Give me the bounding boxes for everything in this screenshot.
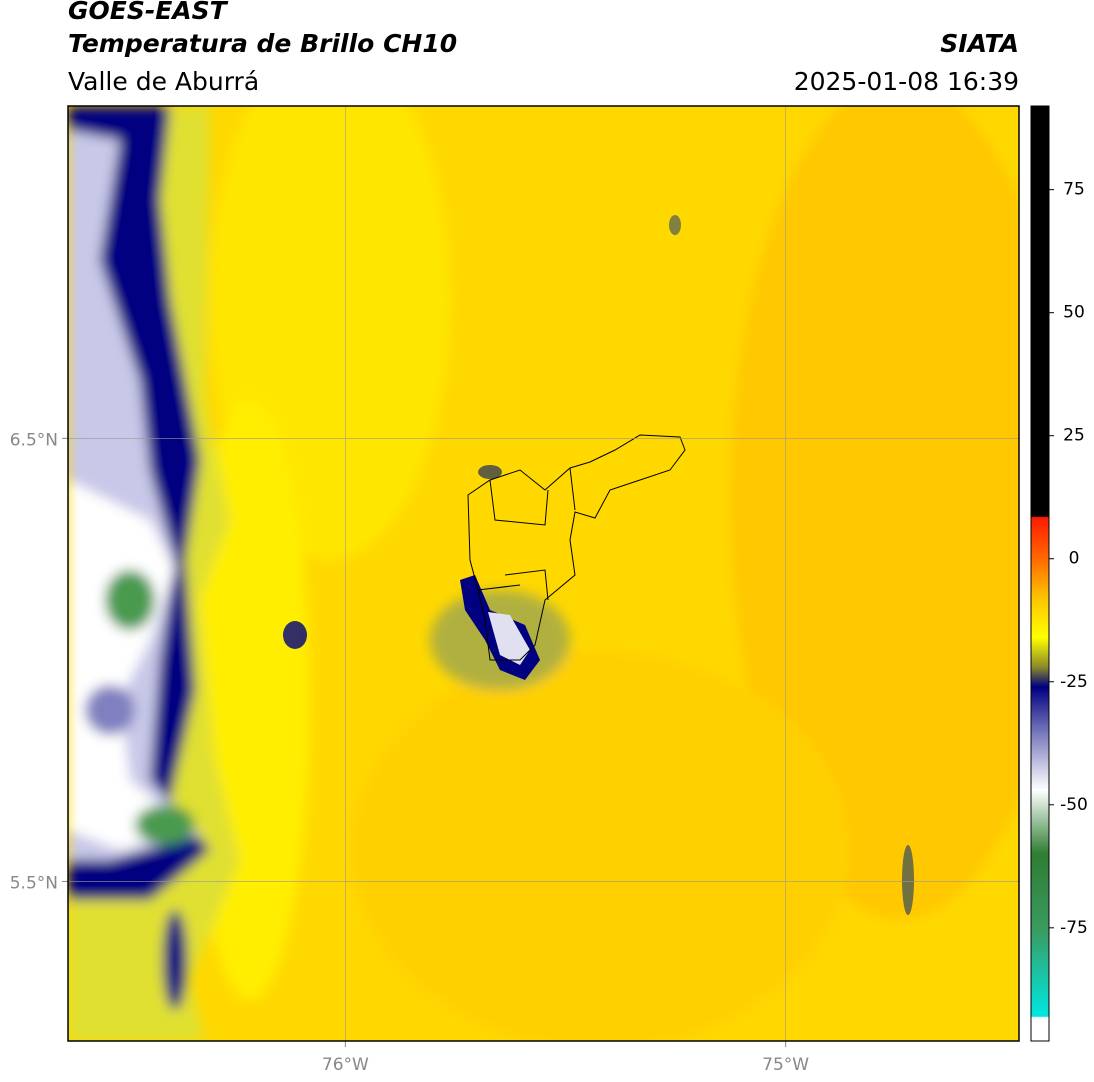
datetime: 2025-01-08 16:39: [794, 67, 1019, 96]
graticule: [62, 106, 1019, 1047]
lon-label: 76°W: [322, 1055, 369, 1075]
satellite-image: [68, 106, 1019, 1041]
map-frame: [67, 105, 1020, 1042]
colorbar-label: 0: [1069, 549, 1080, 569]
colorbar-label: -75: [1060, 918, 1088, 938]
lat-label: 5.5°N: [10, 873, 58, 893]
colorbar-label: -25: [1060, 672, 1088, 692]
title: GOES-EAST: [68, 0, 229, 25]
colorbar-label: 75: [1063, 180, 1085, 200]
subtitle: Temperatura de Brillo CH10: [68, 29, 457, 58]
colorbar-label: 50: [1063, 303, 1085, 323]
colorbar-label: -50: [1060, 795, 1088, 815]
colorbar: [1030, 105, 1050, 1042]
region: Valle de Aburrá: [68, 67, 259, 96]
colorbar-label: 25: [1063, 426, 1085, 446]
source: SIATA: [940, 29, 1019, 58]
lat-label: 6.5°N: [10, 430, 58, 450]
lon-label: 75°W: [762, 1055, 809, 1075]
